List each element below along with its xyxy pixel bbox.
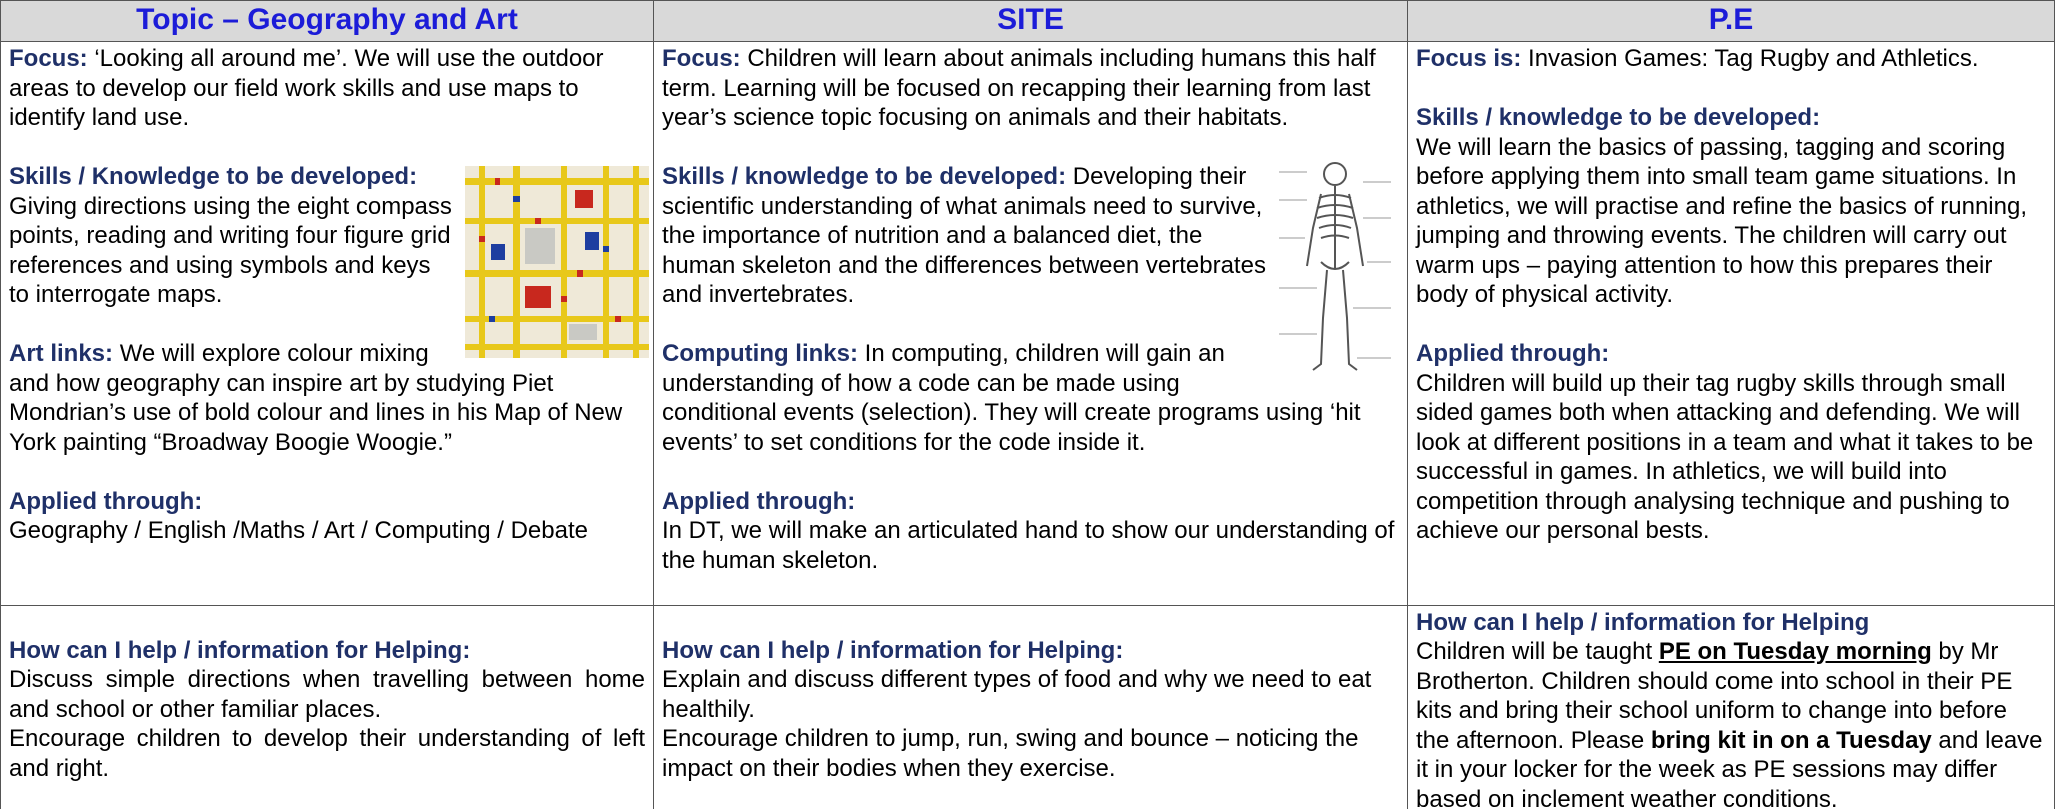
text-block: How can I help / information for Helping…: [1416, 608, 2046, 809]
heading: Applied through:: [9, 487, 203, 515]
body-text: Giving directions using the eight compas…: [9, 192, 452, 309]
text-block: Art links: We will explore colour mixing…: [9, 339, 645, 457]
text-block: Applied through: In DT, we will make an a…: [662, 487, 1399, 576]
text-block: Computing links: In computing, children …: [662, 339, 1399, 457]
text-run: Children will be taught: [1416, 638, 1659, 665]
mondrian-painting: [465, 166, 649, 358]
body-text: Children will learn about animals includ…: [662, 45, 1376, 131]
body-text: In DT, we will make an articulated hand …: [662, 517, 1395, 574]
body-text: Geography / English /Maths / Art / Compu…: [9, 517, 588, 544]
skeleton-diagram: [1279, 162, 1391, 371]
text-block: Skills / Knowledge to be developed: Givin…: [9, 162, 649, 358]
heading: Applied through:: [662, 487, 856, 515]
text-block: How can I help / information for Helping…: [662, 636, 1399, 784]
text-block: Applied through: Geography / English /Mat…: [9, 487, 645, 546]
label: Focus:: [9, 45, 88, 72]
label: Computing links:: [662, 340, 858, 367]
label: Focus is:: [1416, 45, 1522, 72]
paragraph: Encourage children to develop their unde…: [9, 725, 645, 782]
table-cell: Focus is: Invasion Games: Tag Rugby and …: [1407, 41, 2055, 606]
label: Skills / knowledge to be developed:: [662, 163, 1067, 190]
text-block: Applied through: Children will build up t…: [1416, 339, 2046, 546]
body-text: ‘Looking all around me’. We will use the…: [9, 45, 604, 131]
paragraph: Discuss simple directions when travellin…: [9, 666, 645, 723]
table-cell: How can I help / information for Helping…: [0, 604, 654, 809]
text-run: and leave it in your locker for the week…: [1416, 726, 2043, 809]
text-block: Focus is: Invasion Games: Tag Rugby and …: [1416, 44, 2046, 74]
column-header: SITE: [653, 0, 1408, 42]
label: Art links:: [9, 340, 114, 367]
text-block: Focus: Children will learn about animals…: [662, 44, 1399, 133]
column-header: Topic – Geography and Art: [0, 0, 654, 42]
heading: Applied through:: [1416, 340, 1610, 367]
table-row: Focus: ‘Looking all around me’. We will …: [0, 41, 2055, 606]
text-block: Skills / knowledge to be developed: We wi…: [1416, 103, 2046, 310]
label: Focus:: [662, 45, 741, 72]
body-text: Developing their scientific understandin…: [662, 163, 1266, 308]
heading: How can I help / information for Helping…: [662, 636, 1124, 664]
heading: How can I help / information for Helping…: [9, 636, 471, 664]
body-text: In computing, children will gain an unde…: [662, 340, 1361, 456]
body-text: We will explore colour mixing and how ge…: [9, 340, 623, 456]
body-text: Children will build up their tag rugby s…: [1416, 369, 2034, 545]
table-row: How can I help / information for Helping…: [0, 604, 2055, 809]
table-cell: How can I help / information for Helping…: [653, 604, 1408, 809]
paragraph: Explain and discuss different types of f…: [662, 666, 1372, 723]
text-run: PE on Tuesday morning: [1658, 638, 1932, 665]
text-block: How can I help / information for Helping…: [9, 636, 645, 784]
header-row: Topic – Geography and Art SITE P.E: [0, 0, 2055, 42]
text-block: Focus: ‘Looking all around me’. We will …: [9, 44, 645, 133]
text-run: bring kit in on a Tuesday: [1650, 726, 1932, 754]
heading: How can I help / information for Helping: [1416, 608, 1870, 636]
heading: Skills / knowledge to be developed:: [1416, 104, 1821, 131]
table-cell: How can I help / information for Helping…: [1407, 604, 2055, 809]
table-cell: Focus: Children will learn about animals…: [653, 41, 1408, 606]
column-header: P.E: [1407, 0, 2055, 42]
text-run: by Mr Brotherton. Children should come i…: [1416, 638, 2013, 754]
body-text: Invasion Games: Tag Rugby and Athletics.: [1528, 45, 1979, 72]
text-block: Skills / knowledge to be developed: Deve…: [662, 162, 1399, 371]
paragraph: Encourage children to jump, run, swing a…: [662, 725, 1359, 782]
heading: Skills / Knowledge to be developed:: [9, 163, 418, 190]
table-cell: Focus: ‘Looking all around me’. We will …: [0, 41, 654, 606]
body-text: We will learn the basics of passing, tag…: [1416, 133, 2027, 309]
